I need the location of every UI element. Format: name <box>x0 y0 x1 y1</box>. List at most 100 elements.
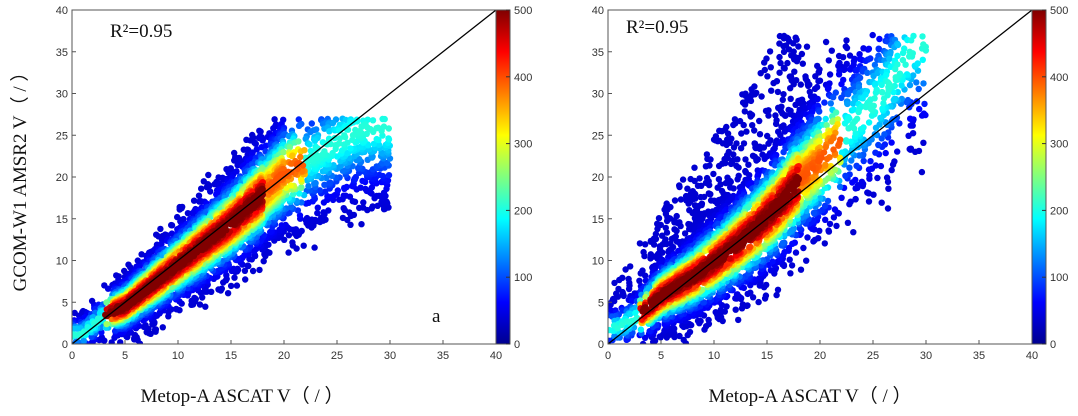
scatter-point <box>207 188 213 194</box>
scatter-point <box>875 142 881 148</box>
scatter-point <box>800 245 806 251</box>
scatter-point <box>738 145 744 151</box>
scatter-point <box>793 37 799 43</box>
scatter-point <box>751 83 757 89</box>
scatter-point <box>335 187 341 193</box>
scatter-point <box>836 71 842 77</box>
scatter-point <box>385 135 391 141</box>
colorbar-tick-label: 0 <box>514 339 520 351</box>
scatter-point <box>285 249 291 255</box>
scatter-point <box>848 199 854 205</box>
scatter-point <box>191 295 197 301</box>
scatter-point <box>806 81 812 87</box>
scatter-point <box>680 176 686 182</box>
scatter-point <box>341 185 347 191</box>
scatter-point <box>357 185 363 191</box>
scatter-point <box>357 128 363 134</box>
scatter-point <box>852 177 858 183</box>
scatter-point <box>843 37 849 43</box>
scatter-point <box>757 131 763 137</box>
scatter-point <box>103 321 109 327</box>
scatter-point <box>850 229 856 235</box>
scatter-point <box>867 55 873 61</box>
scatter-point <box>800 61 806 67</box>
scatter-point <box>312 138 318 144</box>
x-axis-title-a: Metop-A ASCAT V（ / ） <box>140 385 343 407</box>
scatter-point <box>874 175 880 181</box>
scatter-point <box>822 217 828 223</box>
scatter-point <box>253 141 259 147</box>
scatter-point <box>837 184 843 190</box>
scatter-point <box>627 263 633 269</box>
scatter-point <box>793 249 799 255</box>
y-tick-label: 40 <box>56 5 68 17</box>
scatter-point <box>765 112 771 118</box>
scatter-point <box>888 139 894 145</box>
scatter-point <box>642 241 648 247</box>
scatter-point <box>879 200 885 206</box>
scatter-point <box>305 183 311 189</box>
scatter-point <box>866 172 872 178</box>
scatter-point <box>198 186 204 192</box>
scatter-point <box>695 318 701 324</box>
scatter-point <box>332 142 338 148</box>
scatter-point <box>853 163 859 169</box>
scatter-point <box>920 140 926 146</box>
scatter-point <box>370 117 376 123</box>
scatter-point <box>756 118 762 124</box>
scatter-point <box>864 189 870 195</box>
scatter-point <box>691 165 697 171</box>
scatter-point <box>816 108 822 114</box>
scatter-point <box>231 275 237 281</box>
scatter-point <box>289 239 295 245</box>
scatter-point <box>280 149 286 155</box>
scatter-point <box>781 249 787 255</box>
scatter-point <box>321 182 327 188</box>
scatter-point <box>907 146 913 152</box>
scatter-point <box>885 205 891 211</box>
scatter-point <box>884 174 890 180</box>
scatter-point <box>728 179 734 185</box>
scatter-point <box>259 137 265 143</box>
y-tick-label: 20 <box>56 172 68 184</box>
scatter-point <box>742 101 748 107</box>
scatter-point <box>845 91 851 97</box>
scatter-point <box>340 215 346 221</box>
scatter-point <box>885 186 891 192</box>
scatter-point <box>672 197 678 203</box>
scatter-point <box>775 287 781 293</box>
y-tick-label: 0 <box>62 339 68 351</box>
scatter-point <box>829 48 835 54</box>
scatter-point <box>347 145 353 151</box>
y-tick-label: 35 <box>56 47 68 59</box>
scatter-point <box>762 67 768 73</box>
scatter-point <box>798 267 804 273</box>
scatter-point <box>228 283 234 289</box>
scatter-point <box>748 98 754 104</box>
scatter-point <box>304 215 310 221</box>
scatter-point <box>833 223 839 229</box>
scatter-point <box>707 156 713 162</box>
scatter-point <box>375 125 381 131</box>
scatter-point <box>830 94 836 100</box>
scatter-point <box>705 317 711 323</box>
scatter-point <box>160 324 166 330</box>
colorbar-tick-label: 100 <box>514 272 532 284</box>
scatter-point <box>706 162 712 168</box>
scatter-point <box>734 176 740 182</box>
scatter-point <box>667 204 673 210</box>
scatter-point <box>803 258 809 264</box>
scatter-point <box>867 158 873 164</box>
scatter-point <box>872 150 878 156</box>
scatter-point <box>298 184 304 190</box>
scatter-point <box>215 286 221 292</box>
scatter-point <box>687 329 693 335</box>
scatter-point <box>791 81 797 87</box>
y-tick-label: 15 <box>56 214 68 226</box>
scatter-point <box>753 90 759 96</box>
scatter-point <box>745 291 751 297</box>
scatter-point <box>823 39 829 45</box>
scatter-point <box>169 222 175 228</box>
